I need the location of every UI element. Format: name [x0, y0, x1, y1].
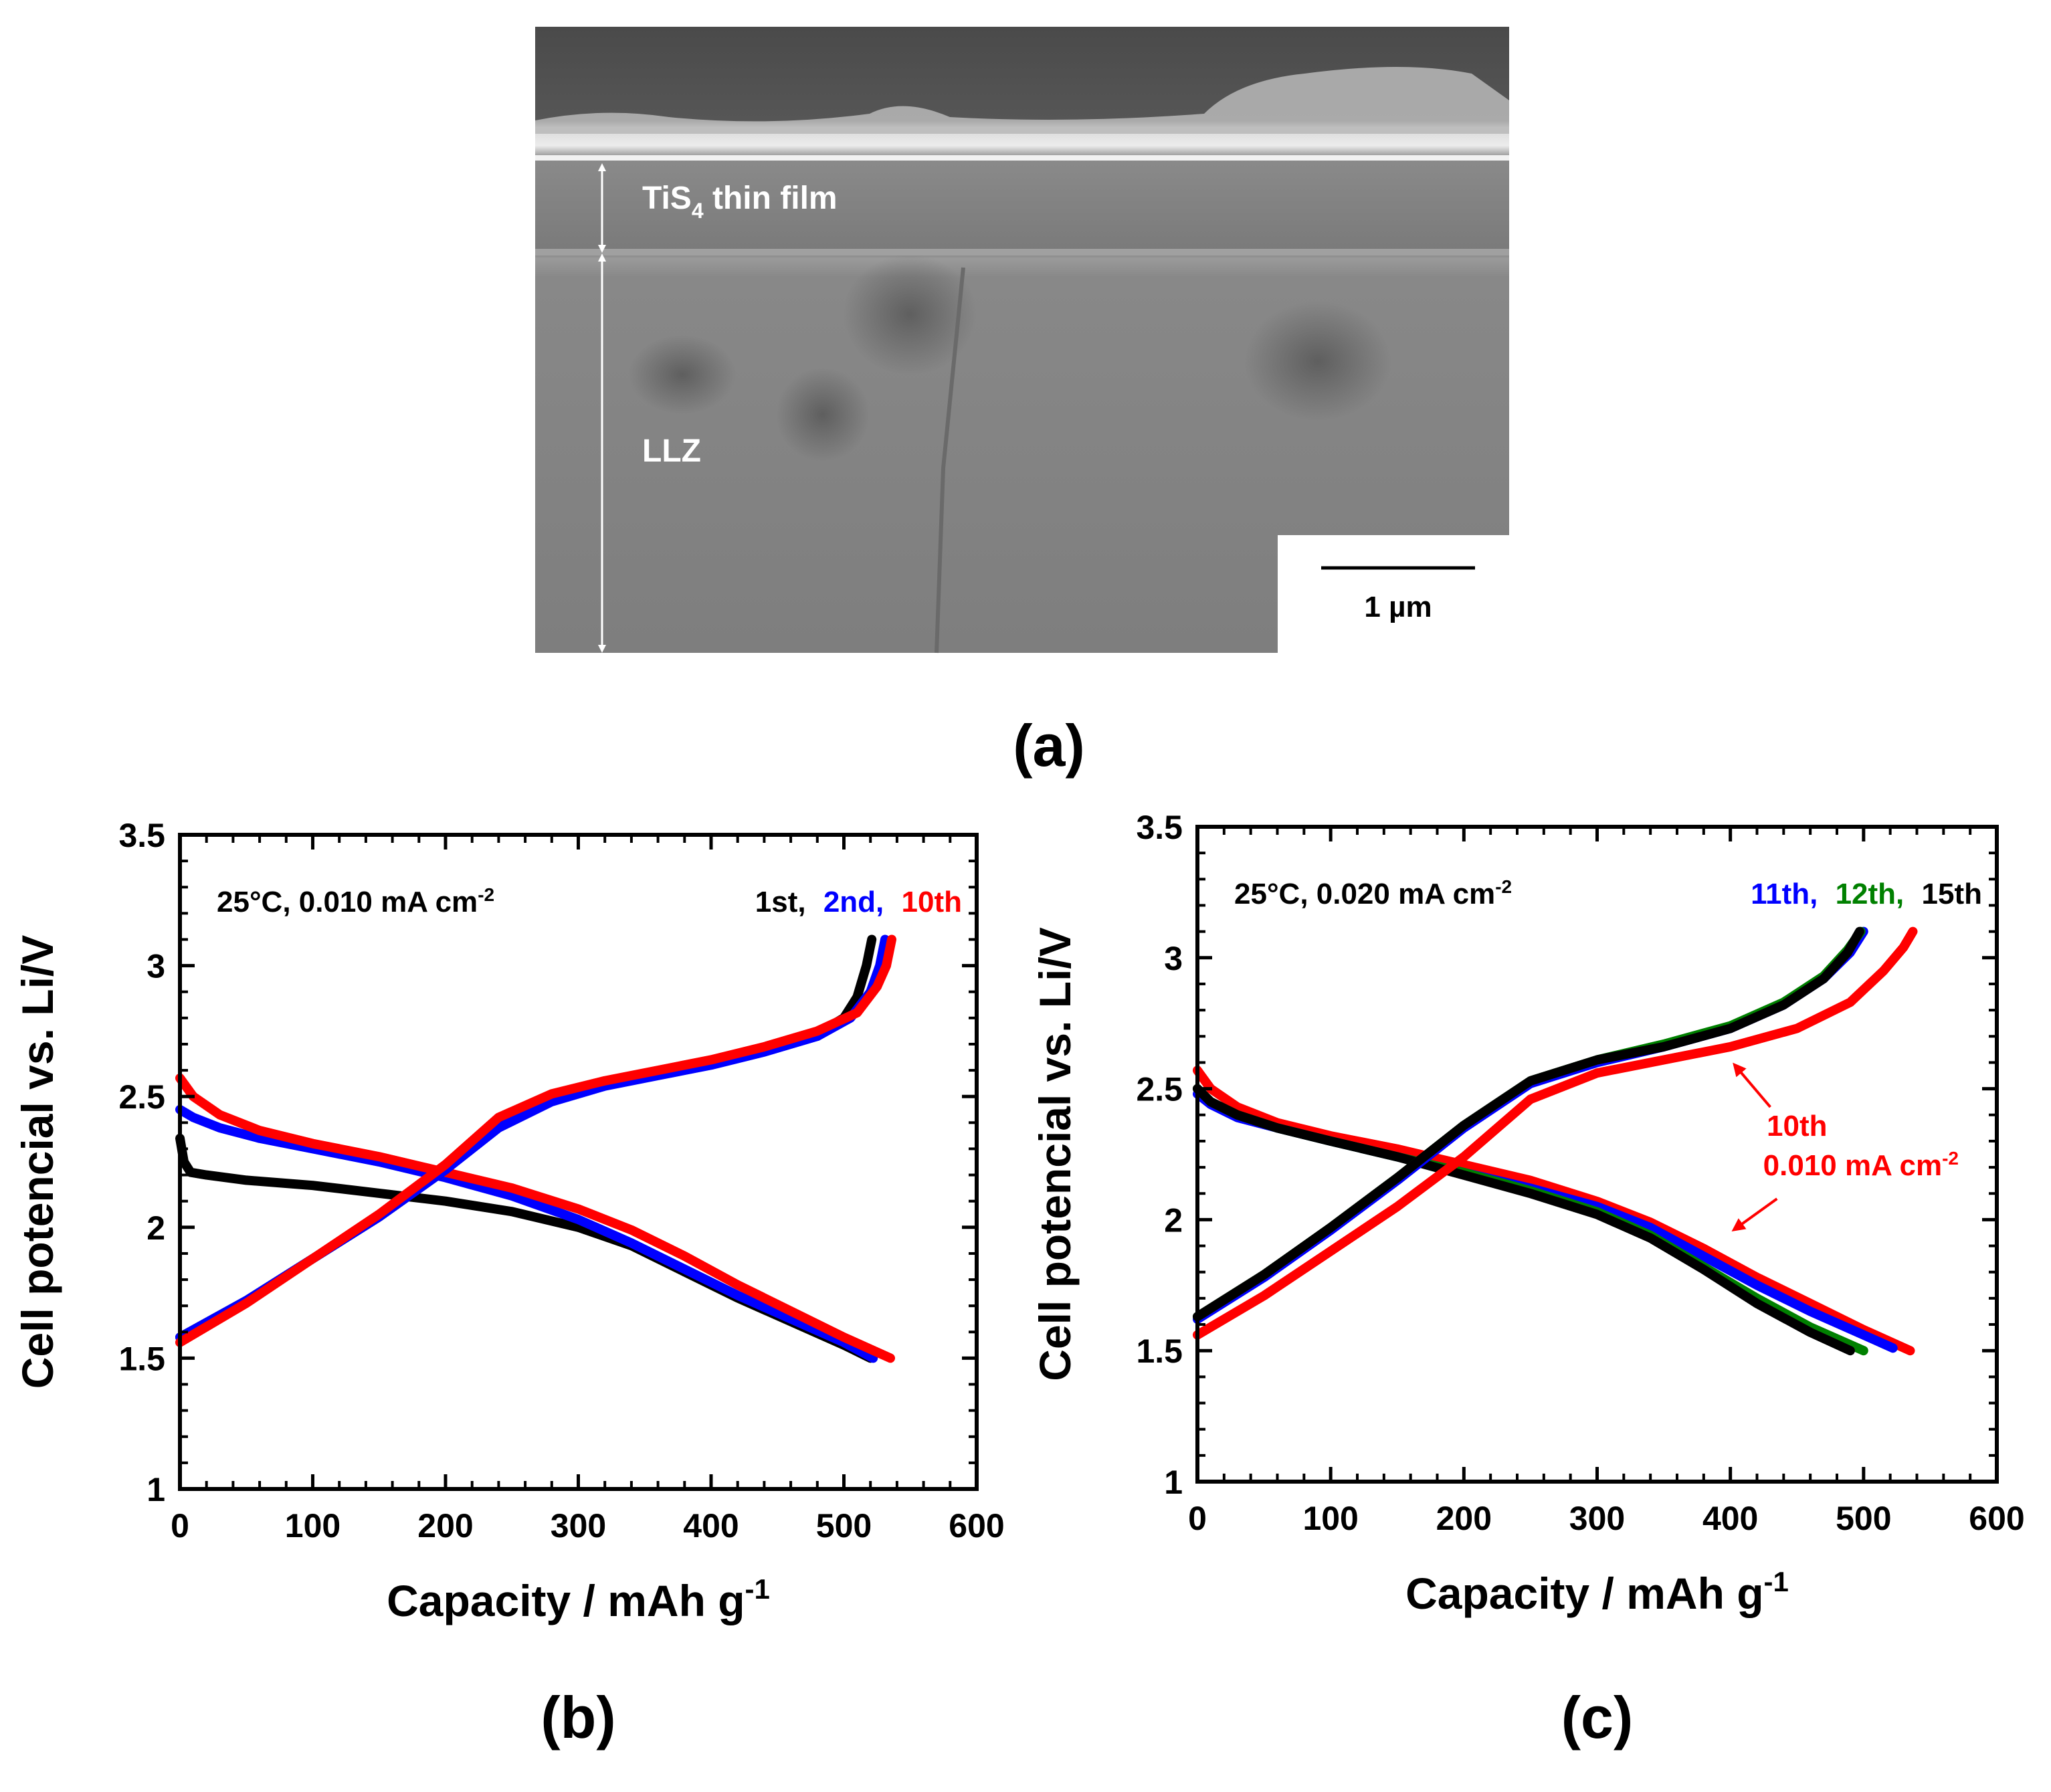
x-tick-label: 100 — [285, 1507, 340, 1545]
sem-dark-grain — [629, 334, 736, 415]
chart-c-annotation-rate: 0.010 mA cm-2 — [1763, 1148, 1959, 1182]
legend-1st: 1st, — [755, 886, 806, 918]
scale-bar-label: 1 µm — [1364, 591, 1432, 623]
y-tick-label: 2 — [146, 1209, 165, 1247]
sem-dark-grain — [1244, 301, 1391, 421]
y-tick-label: 3.5 — [118, 817, 165, 854]
x-tick-label: 200 — [1436, 1500, 1492, 1537]
chart-b-condition: 25°C, 0.010 mA cm-2 — [217, 884, 494, 918]
series-line-10th-discharge — [175, 1073, 895, 1363]
y-tick-label: 3 — [146, 948, 165, 985]
y-tick-label: 2.5 — [1136, 1071, 1183, 1108]
sem-film-top-edge — [535, 155, 1509, 161]
chart-b-series — [175, 934, 896, 1363]
chart-c-legend: 11th, 12th, 15th — [1751, 878, 1982, 910]
y-tick-label: 2.5 — [118, 1078, 165, 1116]
series-line-1st-discharge — [175, 1133, 876, 1363]
y-tick-label: 1 — [1164, 1464, 1183, 1501]
x-tick-label: 600 — [949, 1507, 1004, 1545]
sem-film-interface — [535, 249, 1509, 256]
x-tick-label: 500 — [816, 1507, 872, 1545]
x-tick-label: 100 — [1302, 1500, 1358, 1537]
legend-2nd: 2nd, — [823, 886, 884, 918]
legend-12th: 12th, — [1836, 878, 1905, 910]
y-tick-label: 3 — [1164, 940, 1183, 977]
chart-b-legend: 1st, 2nd, 10th — [755, 886, 962, 918]
caption-b: (b) — [541, 1684, 615, 1751]
chart-c-annotation-arrow-charge — [1733, 1062, 1771, 1108]
scale-bar-box — [1278, 535, 1509, 653]
legend-15th: 15th — [1922, 878, 1982, 910]
series-line-10th-discharge — [1193, 1066, 1915, 1356]
chart-c-condition: 25°C, 0.020 mA cm-2 — [1234, 876, 1512, 910]
chart-b-ylabel: Cell potencial vs. Li/V — [13, 935, 62, 1389]
sem-dark-grain — [843, 254, 977, 375]
sem-image: 1 µm TiS4 thin film LLZ — [535, 27, 1509, 654]
legend-10th: 10th — [902, 886, 962, 918]
x-tick-label: 200 — [417, 1507, 473, 1545]
y-tick-label: 1.5 — [118, 1340, 165, 1377]
caption-c: (c) — [1561, 1684, 1634, 1751]
y-tick-label: 3.5 — [1136, 809, 1183, 846]
sem-surface-debris — [535, 67, 1509, 134]
x-tick-label: 500 — [1836, 1500, 1891, 1537]
chart-c-series — [1193, 926, 1918, 1356]
chart-c-ylabel: Cell potencial vs. Li/V — [1030, 927, 1080, 1381]
series-line-15th-discharge — [1193, 1084, 1855, 1356]
legend-11th: 11th, — [1751, 878, 1818, 910]
series-line-15th-charge — [1193, 926, 1864, 1322]
y-tick-label: 1 — [146, 1471, 165, 1508]
chart-c: 0 100 200 300 400 500 600 1 1.5 2 2.5 3 3.5 25°C, 0.… — [1030, 809, 2025, 1751]
substrate-label: LLZ — [642, 433, 701, 469]
series-line-10th-charge — [1193, 926, 1918, 1340]
sem-dark-grain — [776, 368, 870, 462]
x-tick-label: 300 — [551, 1507, 606, 1545]
x-tick-label: 600 — [1969, 1500, 2024, 1537]
chart-b-frame — [178, 833, 979, 1491]
chart-c-xlabel: Capacity / mAh g-1 — [1405, 1566, 1789, 1618]
y-tick-label: 2 — [1164, 1201, 1183, 1239]
x-tick-label: 400 — [683, 1507, 739, 1545]
x-tick-label: 0 — [171, 1507, 189, 1545]
caption-a: (a) — [1013, 712, 1085, 779]
chart-c-axes: 0 100 200 300 400 500 600 1 1.5 2 2.5 3 3.5 — [1136, 809, 2024, 1537]
series-line-10th-charge — [175, 934, 896, 1347]
chart-b-xlabel: Capacity / mAh g-1 — [387, 1573, 770, 1625]
chart-c-annotation-arrow-discharge — [1731, 1197, 1778, 1231]
y-tick-label: 1.5 — [1136, 1332, 1183, 1370]
chart-c-annotation-cycle: 10th — [1767, 1110, 1827, 1142]
sem-grain-boundary — [935, 267, 965, 654]
series-line-2nd-discharge — [175, 1104, 878, 1363]
chart-b: 0 100 200 300 400 500 600 1 1.5 2 2.5 3 3.5 25°C, 0.… — [13, 817, 1005, 1751]
x-tick-label: 300 — [1569, 1500, 1625, 1537]
x-tick-label: 0 — [1188, 1500, 1207, 1537]
chart-b-axes: 0 100 200 300 400 500 600 1 1.5 2 2.5 3 3.5 — [118, 817, 1004, 1545]
film-label: TiS4 thin film — [642, 181, 838, 223]
x-tick-label: 400 — [1702, 1500, 1758, 1537]
